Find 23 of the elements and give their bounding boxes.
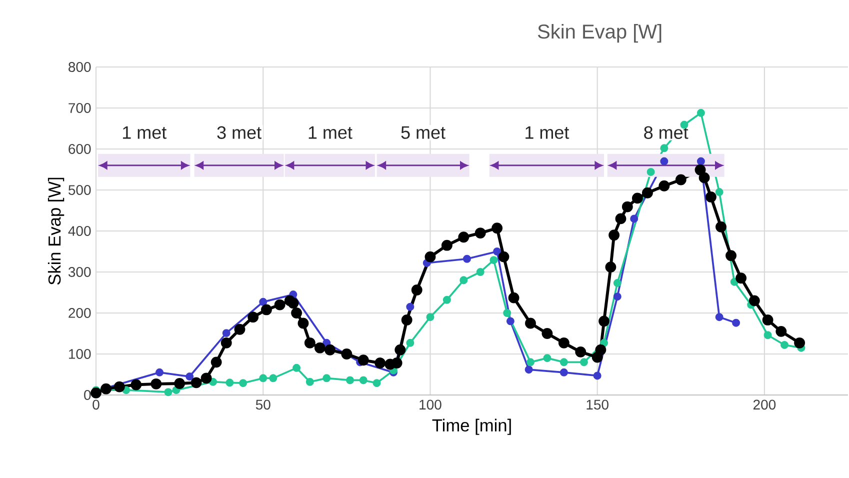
x-tick-label: 150	[586, 400, 608, 410]
band-label: 5 met	[401, 126, 446, 139]
band-label: 8 met	[644, 126, 688, 139]
y-tick-label: 200	[68, 308, 91, 318]
chart-title: Skin Evap [W]	[538, 24, 662, 43]
y-tick-label: 600	[68, 144, 91, 154]
band-label: 1 met	[308, 126, 352, 139]
band-label: 1 met	[123, 126, 166, 139]
y-tick-label: 300	[68, 267, 91, 277]
y-tick-label: 400	[68, 226, 91, 236]
y-tick-label: 0	[84, 390, 91, 400]
x-axis-title: Time [min]	[432, 418, 511, 435]
y-tick-label: 500	[68, 185, 91, 195]
x-tick-label: 50	[256, 400, 270, 410]
x-tick-label: 0	[92, 400, 100, 410]
y-tick-label: 800	[68, 62, 91, 72]
y-axis-title: Skin Evap [W]	[48, 178, 64, 285]
x-tick-label: 200	[753, 400, 776, 410]
y-tick-label: 700	[68, 103, 91, 113]
x-tick-label: 100	[420, 400, 442, 410]
y-tick-label: 100	[69, 349, 91, 359]
band-label: 3 met	[217, 126, 262, 139]
band-label: 1 met	[526, 126, 570, 139]
